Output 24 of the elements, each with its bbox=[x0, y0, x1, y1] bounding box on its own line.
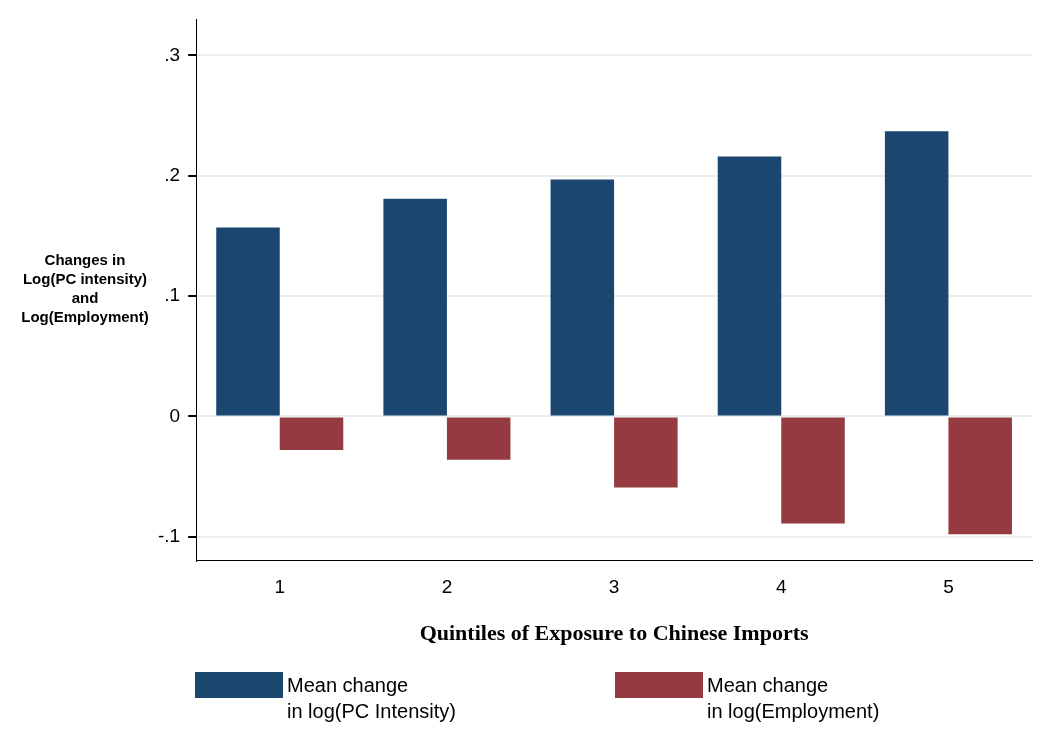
x-tick-label: 3 bbox=[608, 576, 620, 598]
x-axis-title: Quintiles of Exposure to Chinese Imports bbox=[419, 620, 809, 646]
legend-label: Mean change in log(PC Intensity) bbox=[287, 673, 456, 724]
bar bbox=[717, 156, 782, 416]
y-tick-label: 0 bbox=[169, 404, 181, 426]
y-tick-label: -.1 bbox=[157, 524, 181, 546]
bar bbox=[884, 131, 949, 416]
x-tick-label: 4 bbox=[775, 576, 787, 598]
bar bbox=[614, 417, 678, 488]
x-tick-label: 5 bbox=[943, 576, 954, 598]
bar bbox=[781, 417, 845, 524]
bar bbox=[279, 417, 344, 451]
bar bbox=[383, 198, 447, 416]
y-tick-label: .2 bbox=[164, 164, 181, 186]
y-tick-label: .1 bbox=[164, 284, 181, 306]
y-tick-label: .3 bbox=[164, 43, 181, 65]
bar bbox=[550, 179, 615, 416]
bar bbox=[948, 417, 1012, 535]
legend-label: Mean change in log(Employment) bbox=[707, 673, 880, 724]
x-tick-label: 1 bbox=[274, 576, 286, 598]
y-axis-title: Changes in Log(PC intensity) and Log(Employment) bbox=[21, 251, 149, 325]
bar bbox=[216, 227, 280, 416]
x-tick-label: 2 bbox=[441, 576, 453, 598]
bar bbox=[446, 417, 511, 460]
